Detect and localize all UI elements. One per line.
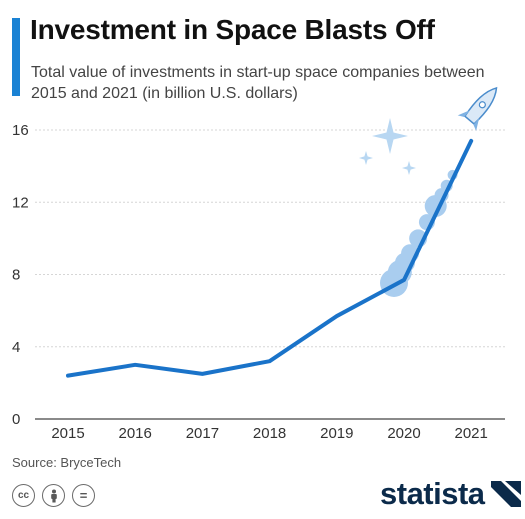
x-axis-labels: 2015 2016 2017 2018 2019 2020 2021 (51, 425, 488, 442)
nd-icon[interactable]: = (72, 484, 95, 507)
y-tick-label: 12 (12, 194, 29, 211)
accent-bar (12, 18, 20, 96)
x-tick-label: 2017 (186, 425, 219, 442)
x-tick-label: 2015 (51, 425, 84, 442)
y-tick-label: 4 (12, 339, 20, 356)
sparkle-icon (372, 118, 408, 154)
sparkle-icon (402, 161, 416, 175)
license-icons: cc = (12, 484, 95, 507)
chart-title: Investment in Space Blasts Off (30, 14, 435, 45)
cc-icon[interactable]: cc (12, 484, 35, 507)
rocket-icon (457, 86, 498, 131)
logo-text: statista (380, 476, 485, 511)
x-tick-label: 2019 (320, 425, 353, 442)
x-tick-label: 2018 (253, 425, 286, 442)
x-tick-label: 2020 (387, 425, 420, 442)
chart-subtitle: Total value of investments in start-up s… (31, 64, 485, 102)
y-tick-label: 8 (12, 267, 20, 284)
investment-series (66, 138, 474, 378)
gridlines (35, 129, 505, 420)
statista-logo[interactable]: statista (380, 476, 521, 512)
by-icon[interactable] (42, 484, 65, 507)
y-axis-labels: 0 4 8 12 16 (12, 122, 29, 428)
sparkle-icon (359, 151, 373, 165)
y-tick-label: 0 (12, 411, 20, 428)
source-note: Source: BryceTech (12, 455, 122, 470)
x-tick-label: 2016 (119, 425, 152, 442)
x-tick-label: 2021 (455, 425, 488, 442)
y-tick-label: 16 (12, 122, 29, 139)
statista-mark-icon (490, 481, 521, 507)
